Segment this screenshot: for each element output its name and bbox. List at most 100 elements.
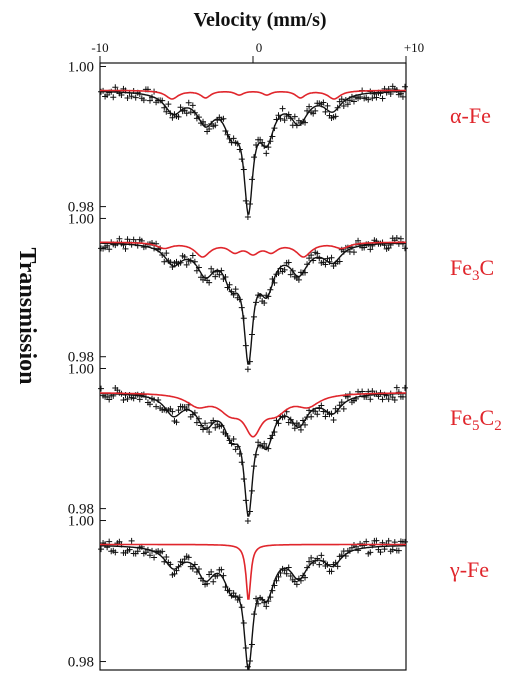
data-point-1-141 xyxy=(385,245,392,252)
data-point-1-80 xyxy=(261,300,268,307)
data-point-2-138 xyxy=(379,396,386,403)
data-point-0-65 xyxy=(230,135,237,142)
y-tick-label-3-top: 1.00 xyxy=(68,514,94,530)
data-point-0-60 xyxy=(220,115,227,122)
data-point-0-119 xyxy=(340,103,347,110)
fit-curve-1 xyxy=(100,242,406,365)
phase-label-2: Fe5C2 xyxy=(450,405,502,434)
data-point-1-106 xyxy=(314,250,321,257)
y-axis-label: Transmission xyxy=(14,248,40,385)
data-point-1-4 xyxy=(106,246,113,253)
data-point-0-100 xyxy=(302,119,309,126)
data-point-0-32 xyxy=(163,108,170,115)
data-point-0-111 xyxy=(324,102,331,109)
data-point-2-108 xyxy=(318,402,325,409)
data-point-2-19 xyxy=(136,396,143,403)
data-point-2-144 xyxy=(391,397,398,404)
chart-title: Velocity (mm/s) xyxy=(193,9,326,31)
data-point-0-134 xyxy=(371,90,378,97)
data-point-0-72 xyxy=(244,214,251,221)
data-point-3-132 xyxy=(367,549,374,556)
data-point-0-81 xyxy=(263,150,270,157)
y-tick-label-3-bottom: 0.98 xyxy=(68,655,94,671)
data-point-1-93 xyxy=(287,271,294,278)
data-point-3-137 xyxy=(377,549,384,556)
y-tick-label-0-top: 1.00 xyxy=(68,60,94,76)
data-point-3-4 xyxy=(106,538,113,545)
plot-frame xyxy=(99,62,407,671)
data-point-3-26 xyxy=(151,554,158,561)
data-point-1-126 xyxy=(355,237,362,244)
data-point-2-100 xyxy=(302,421,309,428)
data-point-3-100 xyxy=(302,574,309,581)
data-point-1-149 xyxy=(401,245,408,252)
data-point-2-114 xyxy=(330,416,337,423)
data-point-3-0 xyxy=(98,546,105,553)
data-point-1-16 xyxy=(130,236,137,243)
data-point-3-143 xyxy=(389,546,396,553)
data-point-0-13 xyxy=(124,94,131,101)
data-point-0-105 xyxy=(312,107,319,114)
y-tick-label-2-top: 1.00 xyxy=(68,362,94,378)
data-point-3-102 xyxy=(306,558,313,565)
data-point-2-56 xyxy=(212,424,219,431)
data-point-3-107 xyxy=(316,561,323,568)
data-point-1-9 xyxy=(116,235,123,242)
data-point-1-102 xyxy=(306,255,313,262)
data-point-1-12 xyxy=(122,245,129,252)
data-point-1-42 xyxy=(183,261,190,268)
data-point-1-45 xyxy=(189,252,196,259)
data-point-3-66 xyxy=(232,592,239,599)
data-point-2-42 xyxy=(183,406,190,413)
data-point-1-110 xyxy=(322,261,329,268)
data-point-2-119 xyxy=(340,405,347,412)
data-point-0-131 xyxy=(365,96,372,103)
data-point-3-108 xyxy=(318,552,325,559)
data-point-2-80 xyxy=(261,440,268,447)
data-point-0-56 xyxy=(212,122,219,129)
data-point-3-96 xyxy=(293,581,300,588)
data-point-3-103 xyxy=(308,554,315,561)
data-point-2-0 xyxy=(98,385,105,392)
data-point-2-106 xyxy=(314,411,321,418)
data-point-0-133 xyxy=(369,95,376,102)
data-point-2-38 xyxy=(175,407,182,414)
data-point-2-98 xyxy=(297,426,304,433)
data-point-3-81 xyxy=(263,603,270,610)
data-point-0-21 xyxy=(140,97,147,104)
data-point-2-145 xyxy=(393,384,400,391)
data-point-1-58 xyxy=(216,271,223,278)
data-point-0-102 xyxy=(306,103,313,110)
data-point-3-24 xyxy=(146,552,153,559)
data-point-1-132 xyxy=(367,246,374,253)
data-point-1-41 xyxy=(181,253,188,260)
data-point-1-92 xyxy=(285,259,292,266)
data-point-3-7 xyxy=(112,549,119,556)
data-point-2-77 xyxy=(255,439,262,446)
data-point-2-148 xyxy=(399,393,406,400)
fit-curve-0 xyxy=(100,90,406,215)
x-tick-left: -10 xyxy=(91,40,108,55)
data-point-0-35 xyxy=(169,114,176,121)
data-point-1-66 xyxy=(232,286,239,293)
data-point-0-137 xyxy=(377,90,384,97)
data-point-0-115 xyxy=(332,113,339,120)
panels-group: 1.000.98α-Fe1.000.98Fe3C1.000.98Fe5C21.0… xyxy=(68,56,502,671)
data-point-2-53 xyxy=(206,428,213,435)
data-point-2-103 xyxy=(308,413,315,420)
data-point-3-15 xyxy=(128,537,135,544)
data-point-0-121 xyxy=(344,101,351,108)
fit-curve-3 xyxy=(99,545,406,670)
data-point-2-110 xyxy=(322,413,329,420)
data-point-2-47 xyxy=(193,419,200,426)
fit-curve-2 xyxy=(100,392,406,517)
data-point-3-59 xyxy=(218,566,225,573)
x-tick-center: 0 xyxy=(256,40,263,55)
data-point-3-113 xyxy=(328,568,335,575)
phase-label-3: γ-Fe xyxy=(449,557,489,582)
data-point-3-36 xyxy=(171,570,178,577)
data-point-2-141 xyxy=(385,396,392,403)
x-tick-right: +10 xyxy=(404,40,424,55)
data-point-1-53 xyxy=(206,279,213,286)
